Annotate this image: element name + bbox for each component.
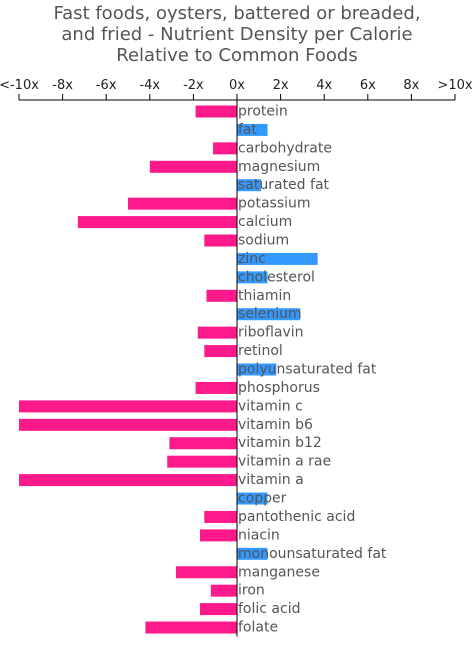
bar-polyunsaturated-fat [237, 363, 277, 376]
category-labels: protein fat carbohydrate magnesium saturated… [238, 104, 387, 636]
bar-saturated-fat [237, 179, 261, 192]
bar-vitamin-b6 [19, 418, 237, 431]
category-label: manganese [238, 564, 320, 580]
x-tick-label: 0x [229, 78, 245, 93]
bar-carbohydrate [213, 142, 237, 155]
category-label: selenium [238, 306, 302, 322]
x-axis: <-10x -8x -6x -4x -2x 0x 2x 4x 6x 8x >10x [0, 78, 473, 101]
bar-iron [210, 584, 237, 597]
category-label: sodium [238, 233, 289, 249]
category-label: copper [238, 491, 287, 507]
category-label: monounsaturated fat [238, 546, 387, 562]
bar-magnesium [149, 160, 237, 173]
x-tick-label: 8x [403, 78, 419, 93]
bar-manganese [175, 566, 237, 579]
category-label: retinol [238, 343, 283, 359]
bar-retinol [204, 345, 237, 358]
bar-cholesterol [237, 271, 268, 284]
x-tick-label: >10x [437, 78, 472, 93]
bar-niacin [199, 529, 237, 542]
category-label: saturated fat [238, 177, 330, 193]
x-tick-label: 4x [316, 78, 332, 93]
bars [19, 105, 318, 634]
category-label: polyunsaturated fat [238, 362, 377, 378]
bar-calcium [77, 216, 237, 229]
category-label: iron [238, 583, 265, 599]
category-label: pantothenic acid [238, 509, 355, 525]
category-label: calcium [238, 214, 292, 230]
category-label: niacin [238, 527, 280, 543]
category-label: phosphorus [238, 380, 320, 396]
bar-pantothenic-acid [204, 510, 237, 523]
x-tick-label: -6x [96, 78, 117, 93]
bar-phosphorus [195, 381, 237, 394]
x-tick-label: <-10x [0, 78, 39, 93]
bar-protein [195, 105, 237, 118]
bar-vitamin-a-rae [167, 455, 237, 468]
bar-riboflavin [197, 326, 237, 339]
category-label: potassium [238, 196, 311, 212]
x-tick-label: -2x [183, 78, 204, 93]
category-label: zinc [238, 251, 266, 267]
bar-sodium [204, 234, 237, 247]
category-label: vitamin a [238, 472, 304, 488]
x-tick-label: 6x [360, 78, 376, 93]
category-label: vitamin b12 [238, 435, 322, 451]
chart-title: Fast foods, oysters, battered or breaded… [53, 3, 420, 66]
bar-vitamin-a [19, 474, 237, 487]
bar-potassium [128, 197, 237, 210]
category-label: fat [238, 122, 258, 138]
x-tick-label: 2x [273, 78, 289, 93]
category-label: folic acid [238, 601, 300, 617]
chart-title-line-1: Fast foods, oysters, battered or breaded… [53, 3, 420, 24]
bar-folic-acid [199, 603, 237, 616]
category-label: vitamin c [238, 398, 303, 414]
x-tick-label: -4x [139, 78, 160, 93]
bar-thiamin [206, 289, 237, 302]
x-tick-label: -8x [52, 78, 73, 93]
category-label: carbohydrate [238, 140, 332, 156]
bar-zinc [237, 252, 318, 265]
category-label: riboflavin [238, 325, 304, 341]
bar-selenium [237, 308, 301, 321]
chart-title-line-2: and fried - Nutrient Density per Calorie [61, 24, 412, 45]
category-label: folate [238, 620, 278, 636]
category-label: thiamin [238, 288, 291, 304]
bar-vitamin-c [19, 400, 237, 413]
bar-monounsaturated-fat [237, 547, 268, 560]
bar-copper [237, 492, 268, 505]
chart-title-line-3: Relative to Common Foods [116, 45, 357, 66]
category-label: cholesterol [238, 269, 315, 285]
category-label: vitamin b6 [238, 417, 313, 433]
category-label: protein [238, 104, 288, 120]
bar-fat [237, 123, 268, 136]
bar-folate [145, 621, 237, 634]
category-label: magnesium [238, 159, 320, 175]
category-label: vitamin a rae [238, 454, 331, 470]
bar-vitamin-b12 [169, 437, 237, 450]
